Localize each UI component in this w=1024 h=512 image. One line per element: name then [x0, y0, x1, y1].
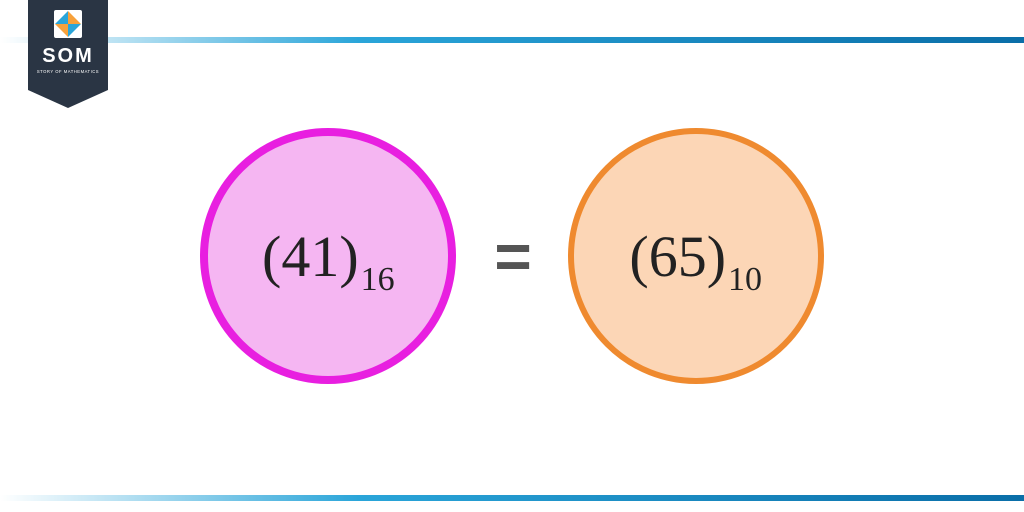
left-expression: (41)16: [262, 223, 395, 290]
right-circle: (65)10: [568, 128, 824, 384]
right-base-subscript: 10: [728, 261, 762, 299]
right-close-paren: ): [707, 223, 726, 290]
right-value: 65: [649, 223, 707, 290]
right-open-paren: (: [629, 223, 648, 290]
logo-text-tagline: STORY OF MATHEMATICS: [37, 69, 99, 74]
equation-container: (41)16 = (65)10: [0, 0, 1024, 512]
logo-text-main: SOM: [42, 45, 94, 67]
left-circle: (41)16: [200, 128, 456, 384]
left-base-subscript: 16: [361, 261, 395, 299]
right-expression: (65)10: [629, 223, 762, 290]
left-open-paren: (: [262, 223, 281, 290]
left-close-paren: ): [339, 223, 358, 290]
equals-sign: =: [494, 219, 529, 293]
logo-badge: SOM STORY OF MATHEMATICS: [28, 0, 108, 104]
left-value: 41: [281, 223, 339, 290]
